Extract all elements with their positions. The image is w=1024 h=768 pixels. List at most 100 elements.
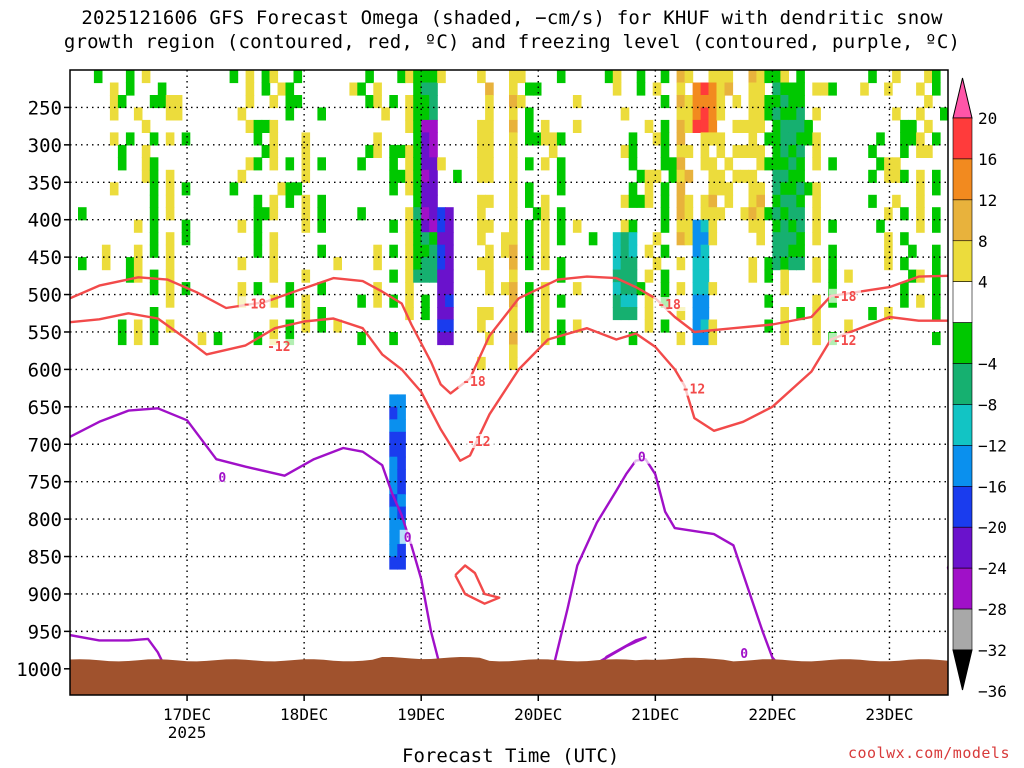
omega-cell [389,144,398,158]
omega-cell [676,232,686,246]
omega-cell [405,144,414,158]
omega-cell [900,257,909,271]
omega-cell [301,132,311,146]
omega-cell [692,282,702,296]
omega-cell [628,219,638,233]
omega-cell [756,157,765,171]
omega-cell [509,356,518,370]
x-tick-label: 21DEC [631,705,679,724]
omega-cell [708,132,718,146]
omega-cell [525,119,534,133]
omega-cell [628,132,638,146]
omega-cell [676,219,686,233]
omega-cell [421,194,430,208]
omega-cell [485,157,494,171]
omega-cell [652,232,662,246]
y-tick-label: 850 [28,547,62,569]
omega-cell [884,257,893,271]
omega-cell [620,294,630,308]
omega-cell [133,107,143,121]
omega-cell [413,107,422,121]
omega-cell [724,157,734,171]
omega-cell [708,319,718,333]
omega-cell [732,144,742,158]
omega-cell [237,282,247,296]
omega-cell [445,319,454,333]
omega-cell [165,269,175,283]
colorbar-segment [952,240,973,282]
colorbar-segment [952,322,973,364]
omega-cell [628,182,638,196]
omega-cell [165,294,175,308]
omega-cell [748,144,758,158]
omega-cell [405,219,414,233]
colorbar-segment [952,281,973,323]
omega-cell [525,157,534,171]
omega-cell [389,169,398,183]
omega-cell [796,157,805,171]
omega-cell [796,194,805,208]
omega-cell [540,294,550,308]
omega-cell [724,82,734,96]
omega-cell [165,282,175,296]
omega-cell [389,244,398,258]
omega-cell [301,144,311,158]
contour-label-bg [653,297,686,312]
omega-cell [796,107,805,121]
omega-cell [540,132,550,146]
colorbar-segment [952,199,973,242]
omega-cell [149,269,159,283]
omega-cell [149,332,159,346]
omega-cell [485,307,494,321]
omega-cell [684,194,694,208]
omega-cell [812,132,821,146]
omega-cell [796,182,805,196]
omega-cell [429,244,438,258]
omega-cell [125,70,135,84]
omega-cell [660,132,670,146]
omega-cell [748,207,758,221]
omega-cell [812,144,821,158]
omega-cell [812,232,821,246]
omega-cell [764,70,773,84]
omega-cell [660,157,670,171]
omega-cell [437,282,446,296]
omega-cell [421,244,430,258]
omega-cell [692,95,702,109]
contour-label-bg [828,332,861,347]
omega-cell [700,282,710,296]
omega-cell [389,444,398,458]
omega-cell [780,232,789,246]
colorbar-label: −24 [978,559,1007,578]
omega-cell [301,219,311,233]
omega-cell [676,169,686,183]
omega-cell [437,219,446,233]
omega-cell [868,169,877,183]
omega-cell [676,95,686,109]
contour-label: -12 [682,383,705,398]
omega-cell [437,269,446,283]
omega-cell [301,157,311,171]
omega-cell [628,232,638,246]
omega-cell [485,95,494,109]
omega-cell [932,207,941,221]
omega-cell [133,332,143,346]
omega-cell [748,119,758,133]
omega-cell [700,244,710,258]
omega-cell [133,319,143,333]
omega-cell [772,244,781,258]
omega-cell [788,157,797,171]
omega-cell [93,70,103,84]
omega-cell [269,132,279,146]
colorbar-label: 4 [978,273,988,292]
omega-cell [772,144,781,158]
omega-cell [133,219,143,233]
omega-cell [540,119,550,133]
site-credit[interactable]: coolwx.com/models [847,744,1010,762]
omega-cell [932,169,941,183]
omega-cell [788,244,797,258]
omega-cell [237,219,247,233]
omega-cell [525,219,534,233]
omega-cell [301,319,311,333]
contour-label: -12 [267,340,290,355]
